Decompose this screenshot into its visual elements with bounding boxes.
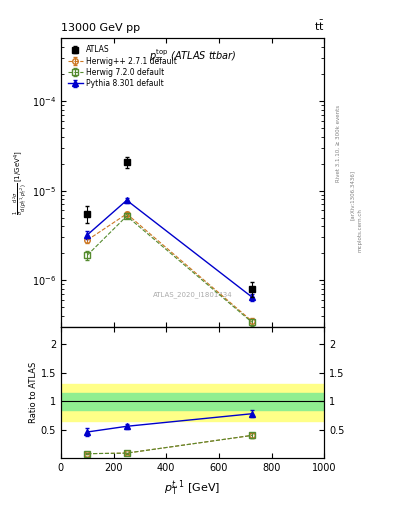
Text: t$\bar{\mathrm{t}}$: t$\bar{\mathrm{t}}$ (314, 19, 324, 33)
Y-axis label: Ratio to ATLAS: Ratio to ATLAS (29, 362, 38, 423)
Text: 13000 GeV pp: 13000 GeV pp (61, 23, 140, 33)
Y-axis label: $\frac{1}{\sigma}\frac{\mathrm{d}^{2}\sigma}{\mathrm{d}(p_\mathrm{T}^{t,1}{\cdot: $\frac{1}{\sigma}\frac{\mathrm{d}^{2}\si… (12, 151, 31, 215)
X-axis label: $p_\mathrm{T}^{t,1}\ [\mathrm{GeV}]$: $p_\mathrm{T}^{t,1}\ [\mathrm{GeV}]$ (164, 479, 221, 499)
Text: [arXiv:1306.3436]: [arXiv:1306.3436] (350, 169, 355, 220)
Text: Rivet 3.1.10, ≥ 300k events: Rivet 3.1.10, ≥ 300k events (336, 105, 341, 182)
Bar (61, 393, 324, 410)
Text: ATLAS_2020_I1801434: ATLAS_2020_I1801434 (153, 291, 232, 298)
Bar (61, 384, 324, 421)
Text: $p_\mathrm{T}^{\mathrm{top}}$ (ATLAS ttbar): $p_\mathrm{T}^{\mathrm{top}}$ (ATLAS ttb… (149, 47, 237, 65)
Text: mcplots.cern.ch: mcplots.cern.ch (358, 208, 363, 252)
Legend: ATLAS, Herwig++ 2.7.1 default, Herwig 7.2.0 default, Pythia 8.301 default: ATLAS, Herwig++ 2.7.1 default, Herwig 7.… (65, 42, 180, 91)
